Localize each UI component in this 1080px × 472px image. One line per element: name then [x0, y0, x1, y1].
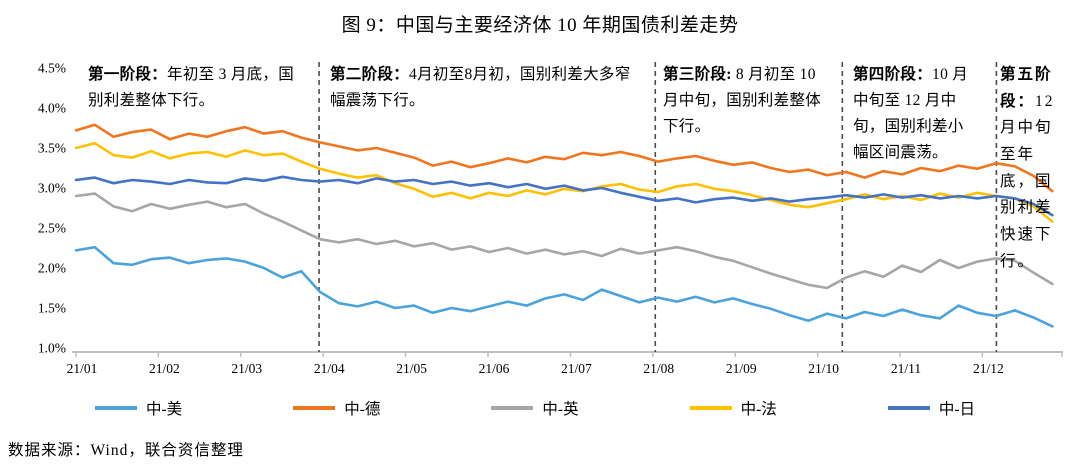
- legend-label: 中-英: [542, 401, 579, 418]
- legend-item-cn-jp: 中-日: [887, 397, 975, 419]
- phase-annotation-1: 第一阶段：年初至 3 月底，国别利差整体下行。: [88, 62, 302, 114]
- y-tick-label: 2.5%: [38, 221, 66, 236]
- legend-line-swatch-cn-de: [293, 406, 336, 410]
- legend-label: 中-日: [938, 401, 975, 418]
- legend-item-cn-us: 中-美: [95, 397, 182, 419]
- chart-title: 图 9：中国与主要经济体 10 年期国债利差走势: [341, 15, 739, 36]
- series-line-cn-fr: [74, 141, 1054, 223]
- y-tick-label: 4.5%: [38, 61, 66, 76]
- phase-annotation-label: 第一阶段：: [88, 66, 168, 83]
- chart-legend: 中-美 中-德 中-英 中-法 中-日: [95, 397, 975, 419]
- legend-line-swatch-cn-uk: [491, 406, 534, 410]
- y-tick-label: 2.0%: [38, 261, 66, 276]
- x-tick-label: 21/11: [891, 361, 921, 376]
- phase-annotation-text: 8 月初至 10 月中旬，国别利差整体下行。: [663, 66, 822, 136]
- legend-label: 中-法: [740, 401, 777, 418]
- x-tick-label: 21/06: [479, 361, 510, 376]
- legend-item-cn-de: 中-德: [293, 397, 380, 419]
- phase-annotation-label: 第四阶段：: [853, 66, 933, 83]
- legend-line-swatch-cn-fr: [689, 406, 732, 410]
- legend-item-cn-uk: 中-英: [491, 397, 579, 419]
- series-line-cn-us: [74, 245, 1054, 328]
- legend-item-cn-fr: 中-法: [689, 397, 777, 419]
- legend-line-swatch-cn-us: [95, 406, 137, 410]
- x-tick-label: 21/07: [561, 361, 592, 376]
- x-tick-label: 21/08: [643, 361, 674, 376]
- x-tick-label: 21/12: [973, 361, 1004, 376]
- legend-label: 中-美: [146, 401, 183, 418]
- x-tick-label: 21/02: [149, 361, 180, 376]
- phase-annotation-4: 第四阶段：10 月中旬至 12 月中旬，国别利差小幅区间震荡。: [853, 62, 979, 166]
- series-line-cn-jp: [74, 175, 1054, 217]
- phase-annotation-text: 12 月中旬至年底，国别利差快速下行。: [1000, 92, 1055, 270]
- x-tick-label: 21/05: [396, 361, 427, 376]
- source-note: 数据来源：Wind，联合资信整理: [8, 442, 244, 459]
- x-tick-label: 21/03: [231, 361, 262, 376]
- phase-annotation-label: 第五阶段：: [1000, 66, 1053, 110]
- y-tick-label: 3.0%: [38, 181, 66, 196]
- phase-annotation-2: 第二阶段：4月初至8月初，国别利差大多窄幅震荡下行。: [330, 62, 644, 114]
- phase-annotation-label: 第三阶段:: [663, 66, 736, 83]
- x-tick-label: 21/09: [726, 361, 757, 376]
- phase-annotation-label: 第二阶段：: [330, 66, 410, 83]
- legend-line-swatch-cn-jp: [887, 406, 930, 410]
- y-tick-label: 3.5%: [38, 141, 66, 156]
- series-line-cn-de: [74, 123, 1054, 193]
- y-tick-label: 1.0%: [38, 341, 66, 356]
- phase-annotation-5: 第五阶段：12 月中旬至年底，国别利差快速下行。: [1000, 62, 1066, 275]
- x-tick-label: 21/04: [314, 361, 345, 376]
- phase-annotation-text: 4月初至8月初，国别利差大多窄幅震荡下行。: [330, 66, 631, 110]
- y-tick-label: 1.5%: [38, 301, 66, 316]
- x-tick-label: 21/10: [808, 361, 839, 376]
- legend-label: 中-德: [344, 401, 381, 418]
- y-tick-label: 4.0%: [38, 101, 66, 116]
- phase-annotation-text: 年初至 3 月底，国别利差整体下行。: [88, 66, 295, 110]
- phase-annotation-text: 10 月中旬至 12 月中旬，国别利差小幅区间震荡。: [853, 66, 969, 162]
- x-tick-label: 21/01: [67, 361, 98, 376]
- phase-annotation-3: 第三阶段: 8 月初至 10 月中旬，国别利差整体下行。: [663, 62, 823, 140]
- series-line-cn-uk: [74, 192, 1054, 290]
